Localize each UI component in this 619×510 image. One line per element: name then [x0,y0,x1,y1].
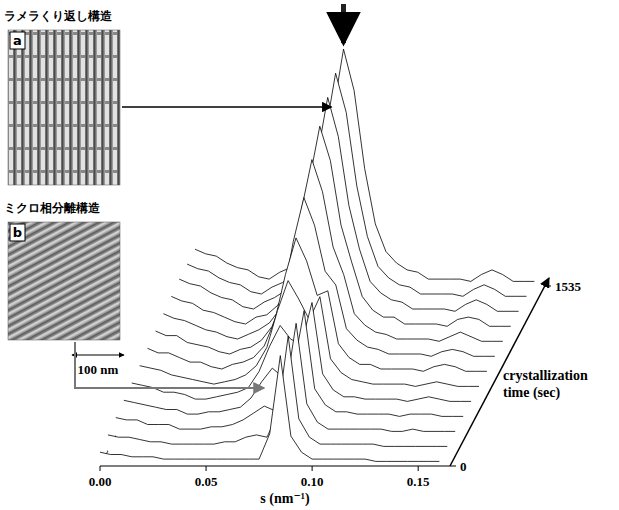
x-tick-label: 0.05 [195,474,218,489]
peak-arrow [341,4,346,43]
panel-letter: a [13,33,22,48]
x-tick-label: 0.15 [407,474,430,489]
micrograph [8,222,120,340]
panel-letter: b [13,225,22,240]
x-tick [206,466,207,471]
panel-letter-box [10,224,25,241]
x-axis [100,465,450,466]
curves [100,49,534,466]
x-tick-label: 0.00 [89,474,112,489]
time-axis-title-line: time (sec) [503,385,560,401]
time-tick-label: 1535 [555,279,582,294]
pointer-arrow [75,342,264,388]
pointer-arrow [122,106,331,108]
panel-title: ラメラくり返し構造 [4,9,113,23]
figure: ラメラくり返し構造 a ミクロ相分離構造 b 100 nm 0.00 0.05 0.10 0.1… [0,0,619,510]
micrograph [8,30,120,185]
time-tick [450,466,456,467]
page: {"panels": [{"letter": "a", "title": "ラメ… [0,0,619,510]
curve [100,356,439,462]
time-tick [545,286,551,287]
x-tick [418,466,419,471]
panel-letter-box [10,32,25,49]
scale-bar-label: 100 nm [78,362,119,377]
panel-title: ミクロ相分離構造 [4,201,101,215]
time-axis-title-line: crystallization [503,368,588,383]
x-tick [100,466,101,471]
curve-fill [100,356,439,466]
scale-bar [72,354,124,355]
time-axis-title: crystallization time (sec) [503,368,588,401]
x-tick-label: 0.10 [301,474,324,489]
time-tick-label: 0 [460,459,467,474]
x-tick [312,466,313,471]
x-axis-title: s (nm⁻¹) [260,491,310,507]
